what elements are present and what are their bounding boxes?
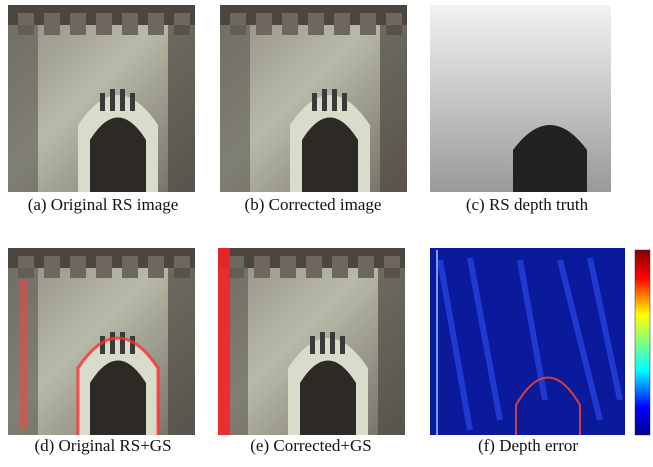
image-depth-error [430,248,625,435]
caption: (d) Original RS+GS [34,436,171,455]
caption: (f) Depth error [478,436,578,455]
depth-arch [513,125,587,192]
image-depth [430,5,611,192]
overlay [76,336,160,435]
caption: (e) Corrected+GS [250,436,371,455]
colorbar [634,249,651,436]
caption: (b) Corrected image [245,195,382,214]
caption: (c) RS depth truth [466,195,589,214]
caption: (a) Original RS image [28,195,179,214]
error-pattern [437,257,623,431]
image-corrected [220,5,407,192]
image-rs-gs [8,248,195,435]
overlay [20,280,28,430]
overlay [218,248,230,435]
image-corrected-gs [218,248,405,435]
image-base [218,248,405,435]
error-arch [515,376,581,435]
image-original [8,5,195,192]
